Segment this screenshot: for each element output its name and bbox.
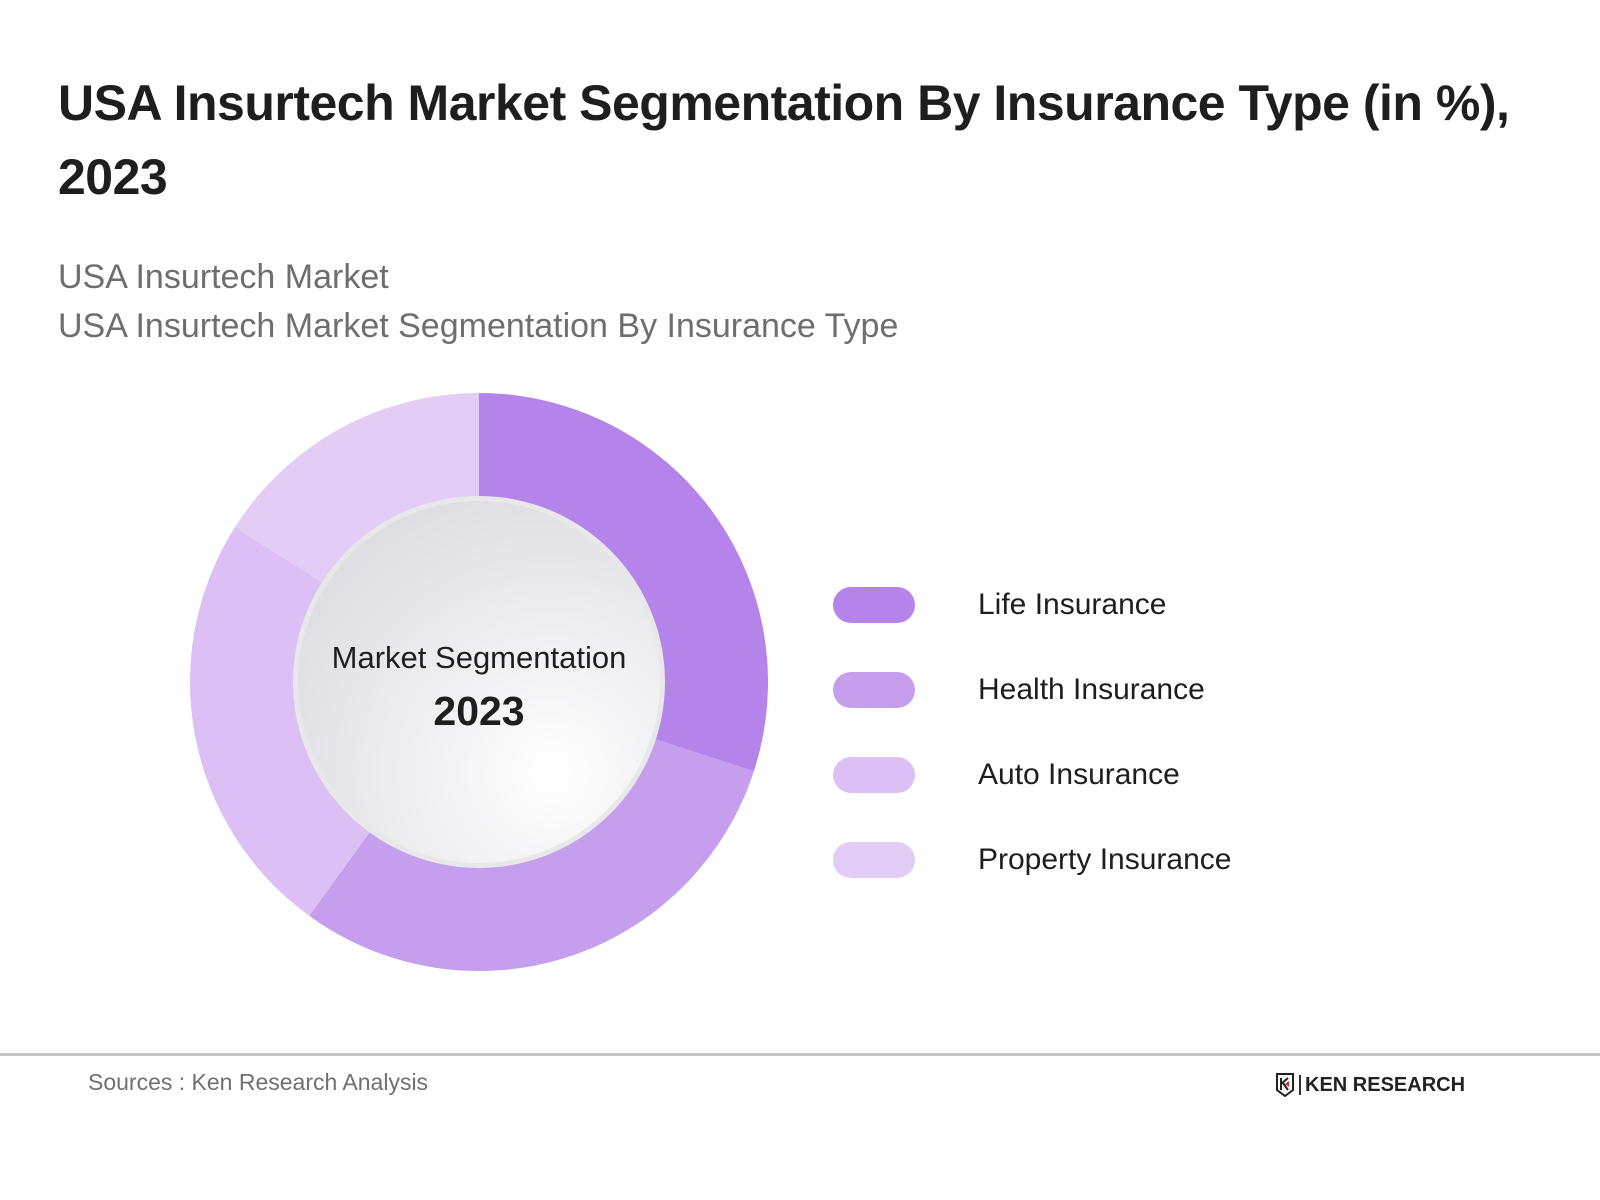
legend-item-life: Life Insurance <box>833 562 1231 647</box>
legend-label-auto: Auto Insurance <box>978 757 1180 791</box>
legend-swatch-health <box>833 671 915 708</box>
legend-item-property: Property Insurance <box>833 817 1231 902</box>
donut-segment-life <box>479 393 768 772</box>
logo-text: KEN RESEARCH <box>1305 1073 1466 1096</box>
center-disc <box>298 501 660 863</box>
legend-swatch-life <box>833 586 915 623</box>
chart-legend: Life Insurance Health Insurance Auto Ins… <box>833 562 1231 902</box>
donut-chart <box>190 393 768 971</box>
footer-divider <box>0 1053 1600 1056</box>
source-note: Sources : Ken Research Analysis <box>88 1069 429 1095</box>
legend-swatch-property <box>833 841 915 878</box>
chart-title: USA Insurtech Market Segmentation By Ins… <box>58 75 1510 205</box>
legend-item-auto: Auto Insurance <box>833 732 1231 817</box>
legend-label-life: Life Insurance <box>978 587 1167 621</box>
ken-research-logo-icon <box>1276 1073 1294 1097</box>
donut-segment-property <box>234 393 479 586</box>
logo-separator <box>1299 1075 1301 1095</box>
center-year: 2023 <box>433 688 525 734</box>
ken-research-logo: KEN RESEARCH <box>1275 1073 1465 1097</box>
chart-subtitle-market: USA Insurtech Market <box>58 258 389 296</box>
legend-label-property: Property Insurance <box>978 842 1232 876</box>
center-label: Market Segmentation <box>331 640 627 675</box>
legend-swatch-auto <box>833 756 915 793</box>
donut-segment-auto <box>190 527 374 916</box>
legend-item-health: Health Insurance <box>833 647 1231 732</box>
donut-center-text: Market Segmentation 2023 <box>290 640 668 735</box>
legend-label-health: Health Insurance <box>978 672 1205 706</box>
chart-subtitle-segmentation: USA Insurtech Market Segmentation By Ins… <box>58 307 899 345</box>
